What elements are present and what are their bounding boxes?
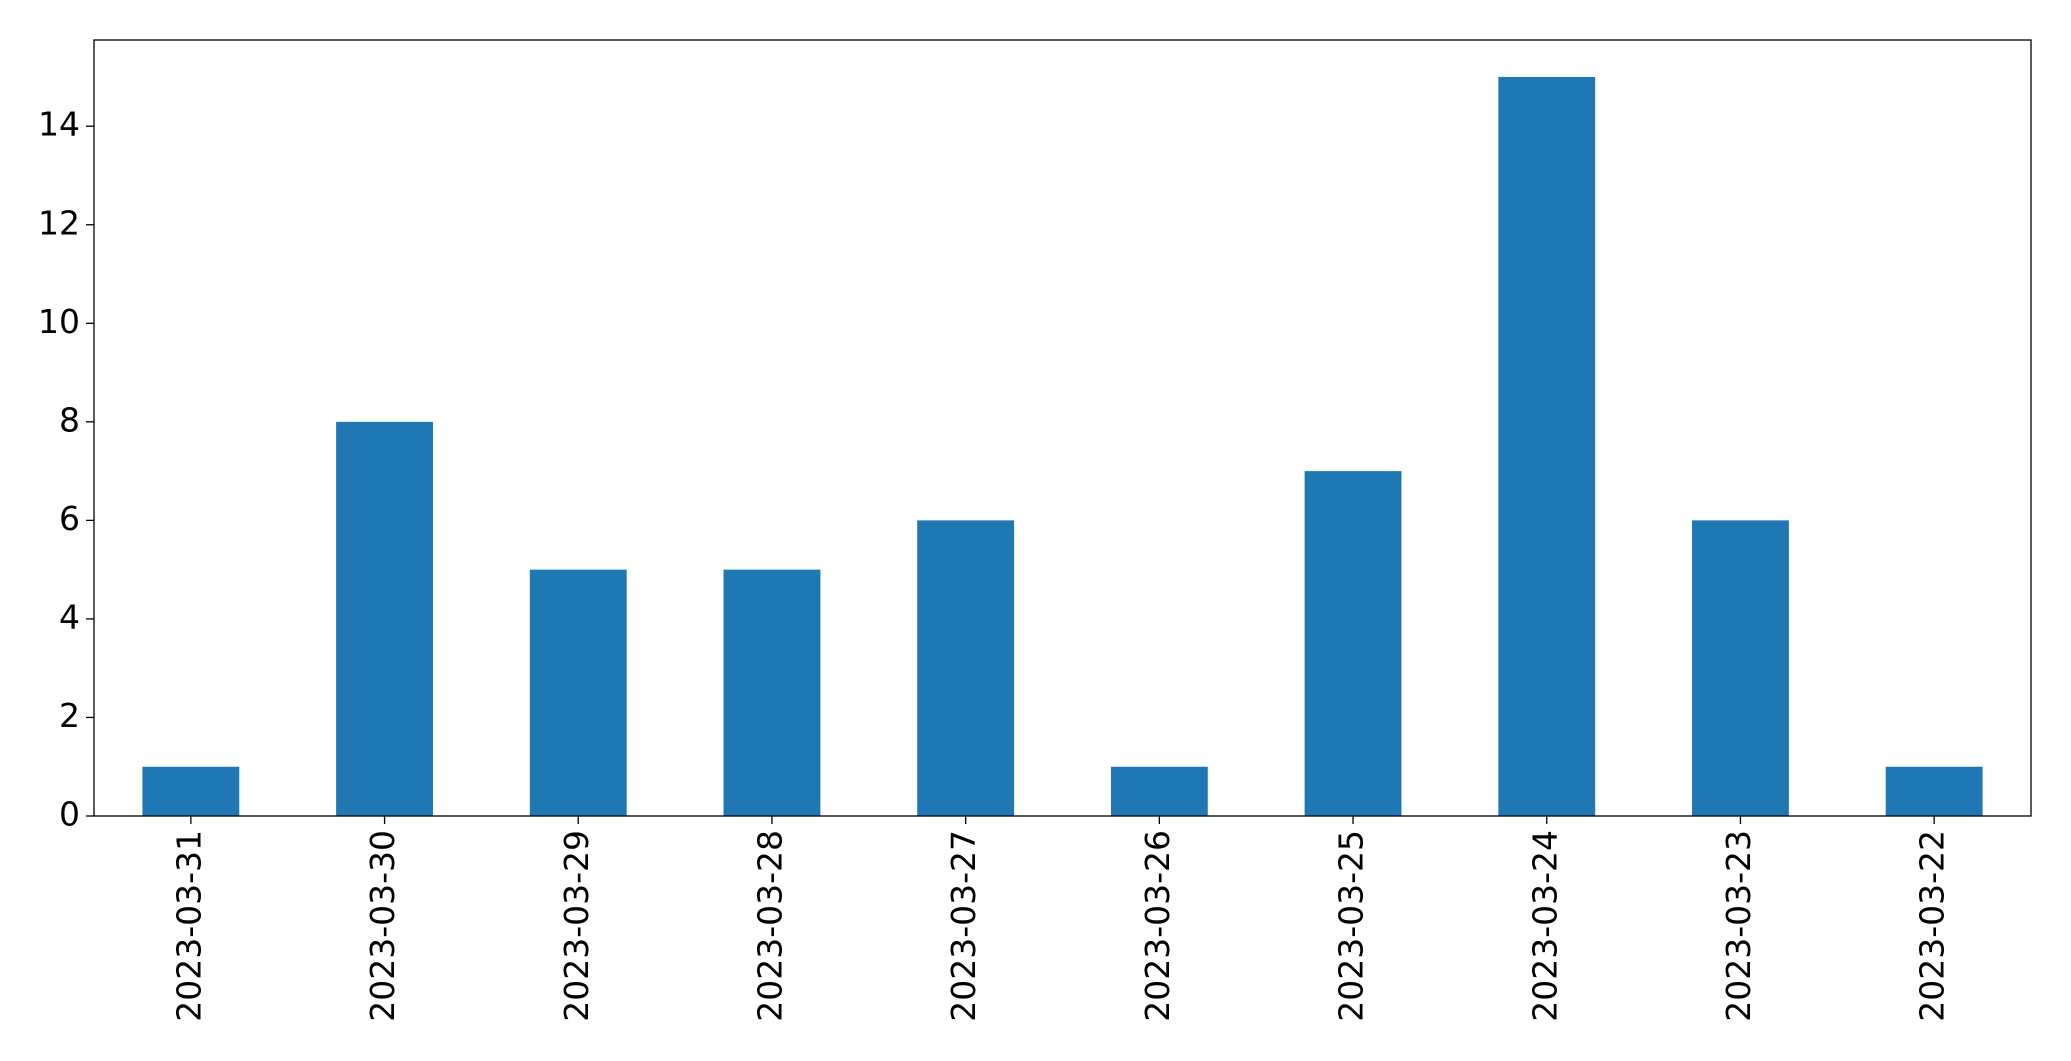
x-tick-label: 2023-03-29 <box>557 830 596 1022</box>
y-tick-label: 6 <box>59 499 80 538</box>
bar <box>336 421 433 816</box>
x-tick-label: 2023-03-27 <box>944 830 983 1022</box>
y-tick-label: 2 <box>59 696 80 735</box>
x-tick-label: 2023-03-25 <box>1332 830 1371 1022</box>
x-tick-label: 2023-03-30 <box>363 830 402 1022</box>
x-tick-label: 2023-03-23 <box>1719 830 1758 1022</box>
axes-frame <box>93 39 2032 817</box>
x-tick-label: 2023-03-31 <box>169 830 208 1022</box>
y-tick-label: 12 <box>38 203 80 242</box>
bar <box>1110 766 1208 816</box>
y-tick-label: 14 <box>38 105 80 144</box>
x-tick-label: 2023-03-28 <box>750 830 789 1022</box>
bar <box>723 569 821 816</box>
bar <box>142 766 240 816</box>
x-tick-label: 2023-03-26 <box>1138 830 1177 1022</box>
bar <box>1304 471 1402 816</box>
x-tick-label: 2023-03-24 <box>1525 830 1564 1022</box>
bar <box>917 520 1015 816</box>
bar <box>1692 520 1789 816</box>
y-tick-label: 8 <box>59 400 80 439</box>
x-tick-label: 2023-03-22 <box>1913 830 1952 1022</box>
bar <box>529 569 627 816</box>
y-tick-label: 10 <box>38 302 80 341</box>
bar <box>1498 76 1596 816</box>
y-tick-label: 4 <box>59 597 80 636</box>
y-tick-label: 0 <box>59 795 80 834</box>
bar <box>1885 766 1983 816</box>
